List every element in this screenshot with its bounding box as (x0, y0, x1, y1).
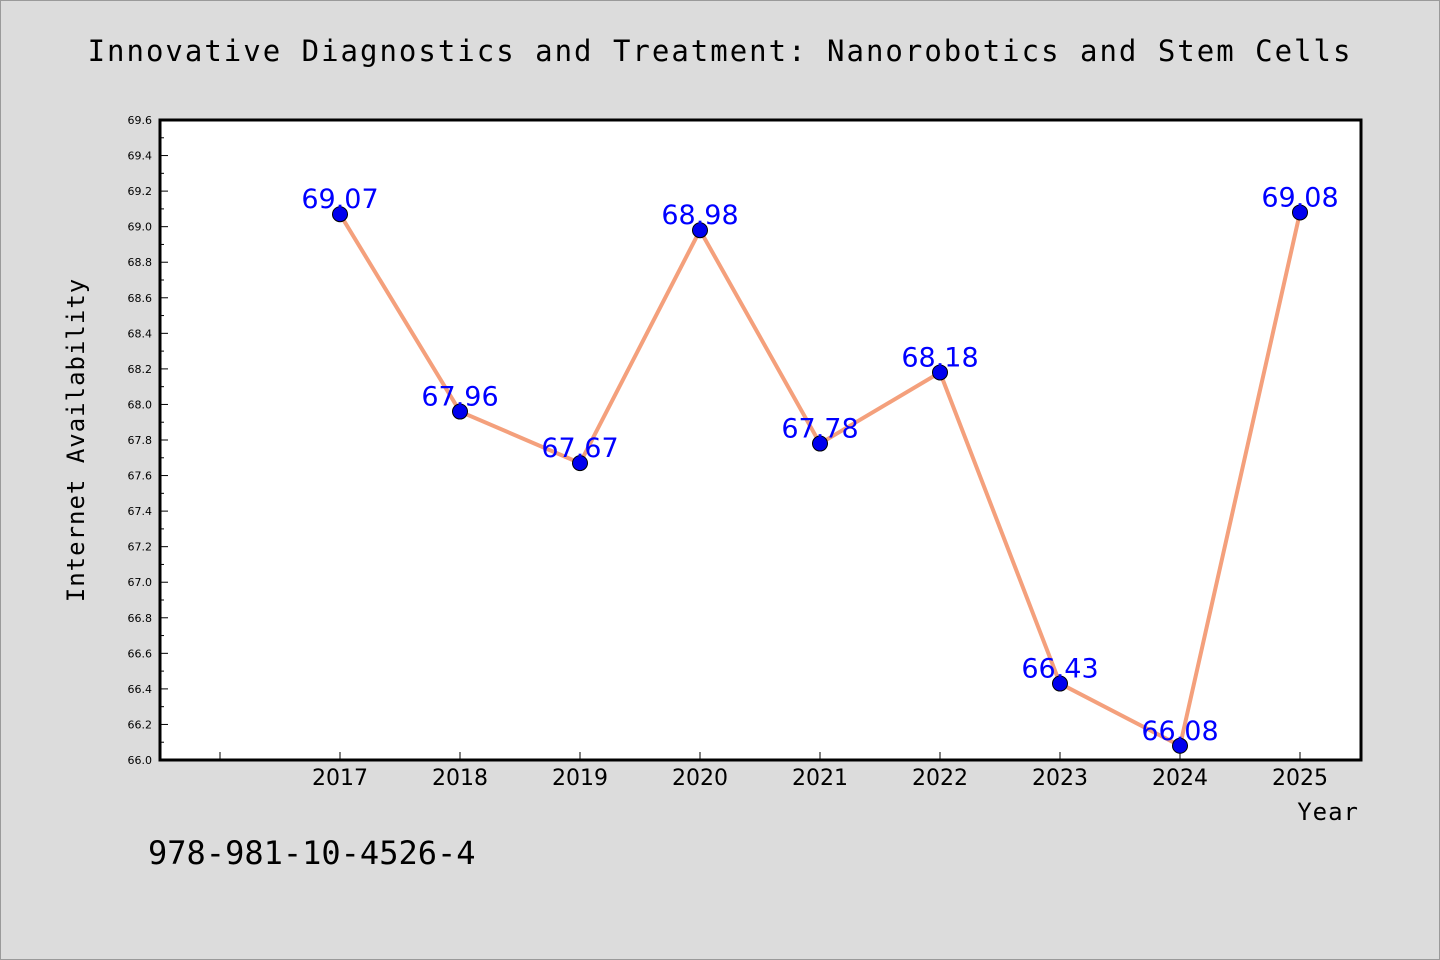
data-point (1172, 737, 1188, 754)
x-tick-label: 2017 (312, 766, 368, 791)
y-tick-label: 66.4 (128, 683, 153, 696)
x-tick-label: 2021 (792, 766, 848, 791)
data-label: 68.18 (901, 342, 978, 373)
data-label: 69.07 (301, 184, 378, 215)
x-tick-label: 2020 (672, 766, 728, 791)
y-tick-label: 68.6 (128, 292, 153, 305)
data-label: 66.43 (1021, 654, 1098, 685)
data-point (452, 403, 468, 420)
y-tick-label: 67.6 (128, 470, 153, 483)
y-tick-label: 67.4 (128, 505, 153, 518)
isbn-annotation: 978-981-10-4526-4 (148, 834, 476, 872)
x-axis-label: Year (1297, 798, 1359, 826)
y-tick-label: 68.2 (128, 363, 153, 376)
chart-title: Innovative Diagnostics and Treatment: Na… (87, 34, 1353, 68)
y-tick-label: 68.8 (128, 256, 153, 269)
x-tick-label: 2025 (1272, 766, 1328, 791)
data-point (572, 455, 588, 472)
y-tick-label: 66.2 (128, 718, 153, 731)
data-point (332, 206, 348, 223)
x-tick-label: 2019 (552, 766, 608, 791)
y-tick-label: 67.2 (128, 541, 153, 554)
y-axis-label: Internet Availability (62, 278, 90, 602)
y-tick-label: 69.0 (128, 221, 153, 234)
data-point (932, 364, 948, 381)
x-tick-label: 2022 (912, 766, 968, 791)
y-tick-label: 68.0 (128, 398, 153, 411)
data-point (1052, 675, 1068, 692)
data-label: 67.78 (781, 414, 858, 445)
y-tick-label: 69.6 (128, 114, 153, 127)
data-label: 69.08 (1261, 182, 1338, 213)
data-label: 67.96 (421, 382, 498, 413)
plot-area (158, 118, 1363, 762)
y-tick-label: 66.0 (128, 754, 153, 767)
data-label: 66.08 (1141, 716, 1218, 747)
data-label: 67.67 (541, 433, 618, 464)
y-tick-label: 69.2 (128, 185, 153, 198)
data-label: 68.98 (661, 200, 738, 231)
x-tick-label: 2023 (1032, 766, 1088, 791)
x-tick-label: 2018 (432, 766, 488, 791)
data-point (1292, 204, 1308, 221)
x-axis: 2017 2018 2019 2020 2021 2022 2023 2024 2025 (219, 752, 1328, 791)
y-tick-label: 67.8 (128, 434, 153, 447)
y-tick-label: 66.8 (128, 612, 153, 625)
data-point (692, 222, 708, 239)
x-tick-label: 2024 (1152, 766, 1208, 791)
y-tick-label: 69.4 (128, 150, 153, 163)
data-point (812, 435, 828, 452)
y-tick-label: 66.6 (128, 647, 153, 660)
y-axis: 66.0 66.2 66.4 66.6 66.8 67.0 67.2 67.4 67.6 67.8… (128, 114, 168, 767)
y-tick-label: 67.0 (128, 576, 153, 589)
series-line-group: 69.07 67.96 67.67 68.98 67.78 68.18 66.43 66.08… (301, 182, 1339, 754)
y-tick-label: 68.4 (128, 327, 153, 340)
